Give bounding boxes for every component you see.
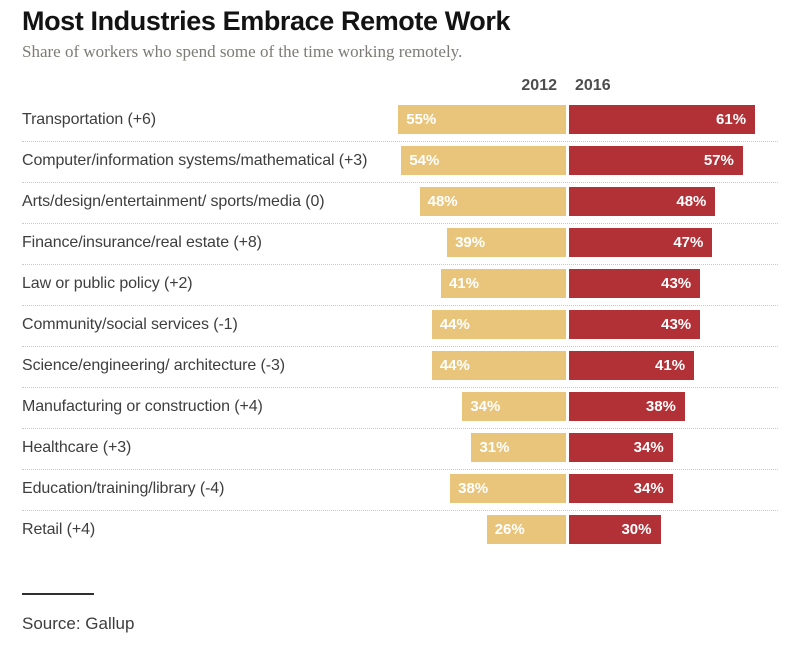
- bar-2012: 48%: [419, 187, 566, 216]
- column-header-2012: 2012: [521, 77, 557, 94]
- bar-2016: 61%: [569, 105, 756, 134]
- source-note: Source: Gallup: [22, 614, 135, 633]
- category-label: Finance/insurance/real estate (+8): [22, 234, 262, 251]
- value-label-2016: 48%: [676, 193, 707, 210]
- chart-title: Most Industries Embrace Remote Work: [22, 6, 511, 36]
- value-label-2012: 54%: [409, 152, 440, 169]
- category-label: Manufacturing or construction (+4): [22, 398, 263, 415]
- value-label-2012: 31%: [479, 439, 510, 456]
- bar-chart: Transportation (+6) 55% 61% Computer/inf…: [22, 101, 778, 552]
- bar-2012: 41%: [440, 269, 566, 298]
- chart-row: Retail (+4) 26% 30%: [22, 511, 778, 552]
- chart-row: Healthcare (+3) 31% 34%: [22, 429, 778, 470]
- bar-2016: 43%: [569, 310, 701, 339]
- bar-2012: 44%: [431, 310, 566, 339]
- bar-2016: 57%: [569, 146, 743, 175]
- bar-2016: 30%: [569, 515, 661, 544]
- chart-subtitle: Share of workers who spend some of the t…: [22, 42, 463, 61]
- value-label-2016: 43%: [661, 316, 692, 333]
- bar-2012: 39%: [447, 228, 566, 257]
- value-label-2016: 41%: [655, 357, 686, 374]
- category-label: Law or public policy (+2): [22, 275, 193, 292]
- value-label-2012: 48%: [427, 193, 458, 210]
- category-label: Arts/design/entertainment/ sports/media …: [22, 193, 325, 210]
- bar-2012: 26%: [486, 515, 566, 544]
- value-label-2016: 61%: [716, 111, 747, 128]
- bar-2016: 34%: [569, 474, 673, 503]
- chart-row: Computer/information systems/mathematica…: [22, 142, 778, 183]
- value-label-2016: 47%: [673, 234, 704, 251]
- bar-2012: 31%: [471, 433, 566, 462]
- category-label: Transportation (+6): [22, 111, 157, 128]
- bar-2016: 47%: [569, 228, 713, 257]
- value-label-2012: 44%: [439, 357, 470, 374]
- bar-2012: 34%: [462, 392, 566, 421]
- chart-row: Manufacturing or construction (+4) 34% 3…: [22, 388, 778, 429]
- value-label-2012: 55%: [406, 111, 437, 128]
- bar-2016: 43%: [569, 269, 701, 298]
- category-label: Healthcare (+3): [22, 439, 132, 456]
- value-label-2012: 41%: [448, 275, 479, 292]
- bar-2016: 48%: [569, 187, 716, 216]
- chart-row: Law or public policy (+2) 41% 43%: [22, 265, 778, 306]
- value-label-2016: 43%: [661, 275, 692, 292]
- value-label-2012: 26%: [494, 521, 525, 538]
- value-label-2012: 44%: [439, 316, 470, 333]
- value-label-2016: 34%: [633, 439, 664, 456]
- value-label-2012: 34%: [470, 398, 501, 415]
- chart-row: Finance/insurance/real estate (+8) 39% 4…: [22, 224, 778, 265]
- bar-2016: 34%: [569, 433, 673, 462]
- category-label: Community/social services (-1): [22, 316, 238, 333]
- category-label: Education/training/library (-4): [22, 480, 225, 497]
- value-label-2016: 30%: [621, 521, 652, 538]
- bar-2012: 55%: [398, 105, 566, 134]
- bar-2016: 41%: [569, 351, 695, 380]
- category-label: Retail (+4): [22, 521, 96, 538]
- bar-2012: 54%: [401, 146, 566, 175]
- bar-2012: 44%: [431, 351, 566, 380]
- category-label: Computer/information systems/mathematica…: [22, 152, 368, 169]
- column-header-2016: 2016: [575, 77, 611, 94]
- chart-row: Transportation (+6) 55% 61%: [22, 101, 778, 142]
- chart-row: Community/social services (-1) 44% 43%: [22, 306, 778, 347]
- bar-2016: 38%: [569, 392, 685, 421]
- value-label-2012: 39%: [455, 234, 486, 251]
- bar-2012: 38%: [450, 474, 566, 503]
- value-label-2016: 38%: [645, 398, 676, 415]
- chart-row: Education/training/library (-4) 38% 34%: [22, 470, 778, 511]
- category-label: Science/engineering/ architecture (-3): [22, 357, 286, 374]
- value-label-2012: 38%: [458, 480, 489, 497]
- footer-rule: [22, 593, 94, 595]
- chart-row: Arts/design/entertainment/ sports/media …: [22, 183, 778, 224]
- value-label-2016: 34%: [633, 480, 664, 497]
- chart-row: Science/engineering/ architecture (-3) 4…: [22, 347, 778, 388]
- value-label-2016: 57%: [703, 152, 734, 169]
